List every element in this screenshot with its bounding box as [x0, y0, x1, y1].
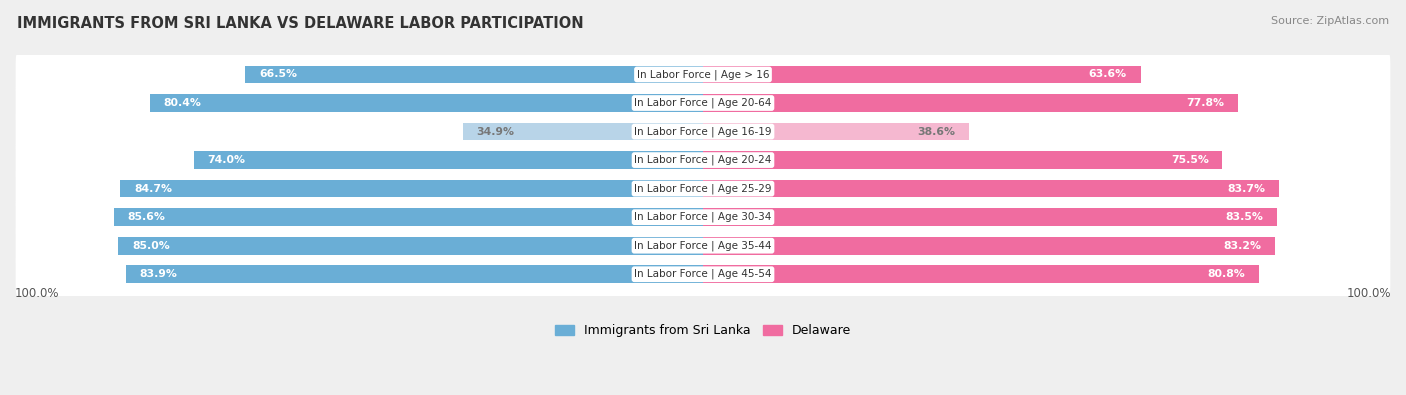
- Text: 85.0%: 85.0%: [132, 241, 170, 251]
- FancyBboxPatch shape: [15, 222, 1391, 269]
- FancyBboxPatch shape: [15, 80, 1391, 126]
- Text: 75.5%: 75.5%: [1171, 155, 1209, 165]
- Bar: [121, 180, 703, 198]
- Bar: [703, 208, 1278, 226]
- Bar: [703, 151, 1222, 169]
- Text: 66.5%: 66.5%: [259, 70, 297, 79]
- Text: 83.9%: 83.9%: [139, 269, 177, 279]
- Bar: [118, 237, 703, 254]
- Text: 63.6%: 63.6%: [1088, 70, 1126, 79]
- FancyBboxPatch shape: [15, 251, 1391, 298]
- Text: 83.7%: 83.7%: [1227, 184, 1265, 194]
- Text: 74.0%: 74.0%: [208, 155, 246, 165]
- Text: 83.2%: 83.2%: [1223, 241, 1261, 251]
- Text: In Labor Force | Age 45-54: In Labor Force | Age 45-54: [634, 269, 772, 280]
- Bar: [246, 66, 703, 83]
- Text: 38.6%: 38.6%: [917, 126, 955, 137]
- FancyBboxPatch shape: [15, 165, 1391, 212]
- Bar: [703, 94, 1239, 112]
- FancyBboxPatch shape: [15, 137, 1391, 184]
- Bar: [463, 123, 703, 140]
- Text: 100.0%: 100.0%: [1347, 287, 1391, 300]
- FancyBboxPatch shape: [15, 51, 1391, 98]
- Text: IMMIGRANTS FROM SRI LANKA VS DELAWARE LABOR PARTICIPATION: IMMIGRANTS FROM SRI LANKA VS DELAWARE LA…: [17, 16, 583, 31]
- Legend: Immigrants from Sri Lanka, Delaware: Immigrants from Sri Lanka, Delaware: [550, 320, 856, 342]
- Bar: [703, 237, 1275, 254]
- FancyBboxPatch shape: [15, 194, 1391, 241]
- Bar: [125, 265, 703, 283]
- Text: In Labor Force | Age 25-29: In Labor Force | Age 25-29: [634, 183, 772, 194]
- Bar: [703, 180, 1279, 198]
- Text: In Labor Force | Age 20-24: In Labor Force | Age 20-24: [634, 155, 772, 166]
- Bar: [703, 123, 969, 140]
- Text: In Labor Force | Age 20-64: In Labor Force | Age 20-64: [634, 98, 772, 108]
- Text: In Labor Force | Age 16-19: In Labor Force | Age 16-19: [634, 126, 772, 137]
- Text: Source: ZipAtlas.com: Source: ZipAtlas.com: [1271, 16, 1389, 26]
- Text: 77.8%: 77.8%: [1187, 98, 1225, 108]
- Text: 85.6%: 85.6%: [128, 212, 166, 222]
- Bar: [194, 151, 703, 169]
- Bar: [150, 94, 703, 112]
- Text: 84.7%: 84.7%: [134, 184, 172, 194]
- Text: In Labor Force | Age 30-34: In Labor Force | Age 30-34: [634, 212, 772, 222]
- Text: 83.5%: 83.5%: [1226, 212, 1264, 222]
- Text: 34.9%: 34.9%: [477, 126, 515, 137]
- FancyBboxPatch shape: [15, 108, 1391, 155]
- Bar: [703, 66, 1140, 83]
- Text: 80.8%: 80.8%: [1208, 269, 1246, 279]
- Text: In Labor Force | Age 35-44: In Labor Force | Age 35-44: [634, 241, 772, 251]
- Bar: [703, 265, 1258, 283]
- Bar: [114, 208, 703, 226]
- Text: 100.0%: 100.0%: [15, 287, 59, 300]
- Text: In Labor Force | Age > 16: In Labor Force | Age > 16: [637, 69, 769, 80]
- Text: 80.4%: 80.4%: [163, 98, 201, 108]
